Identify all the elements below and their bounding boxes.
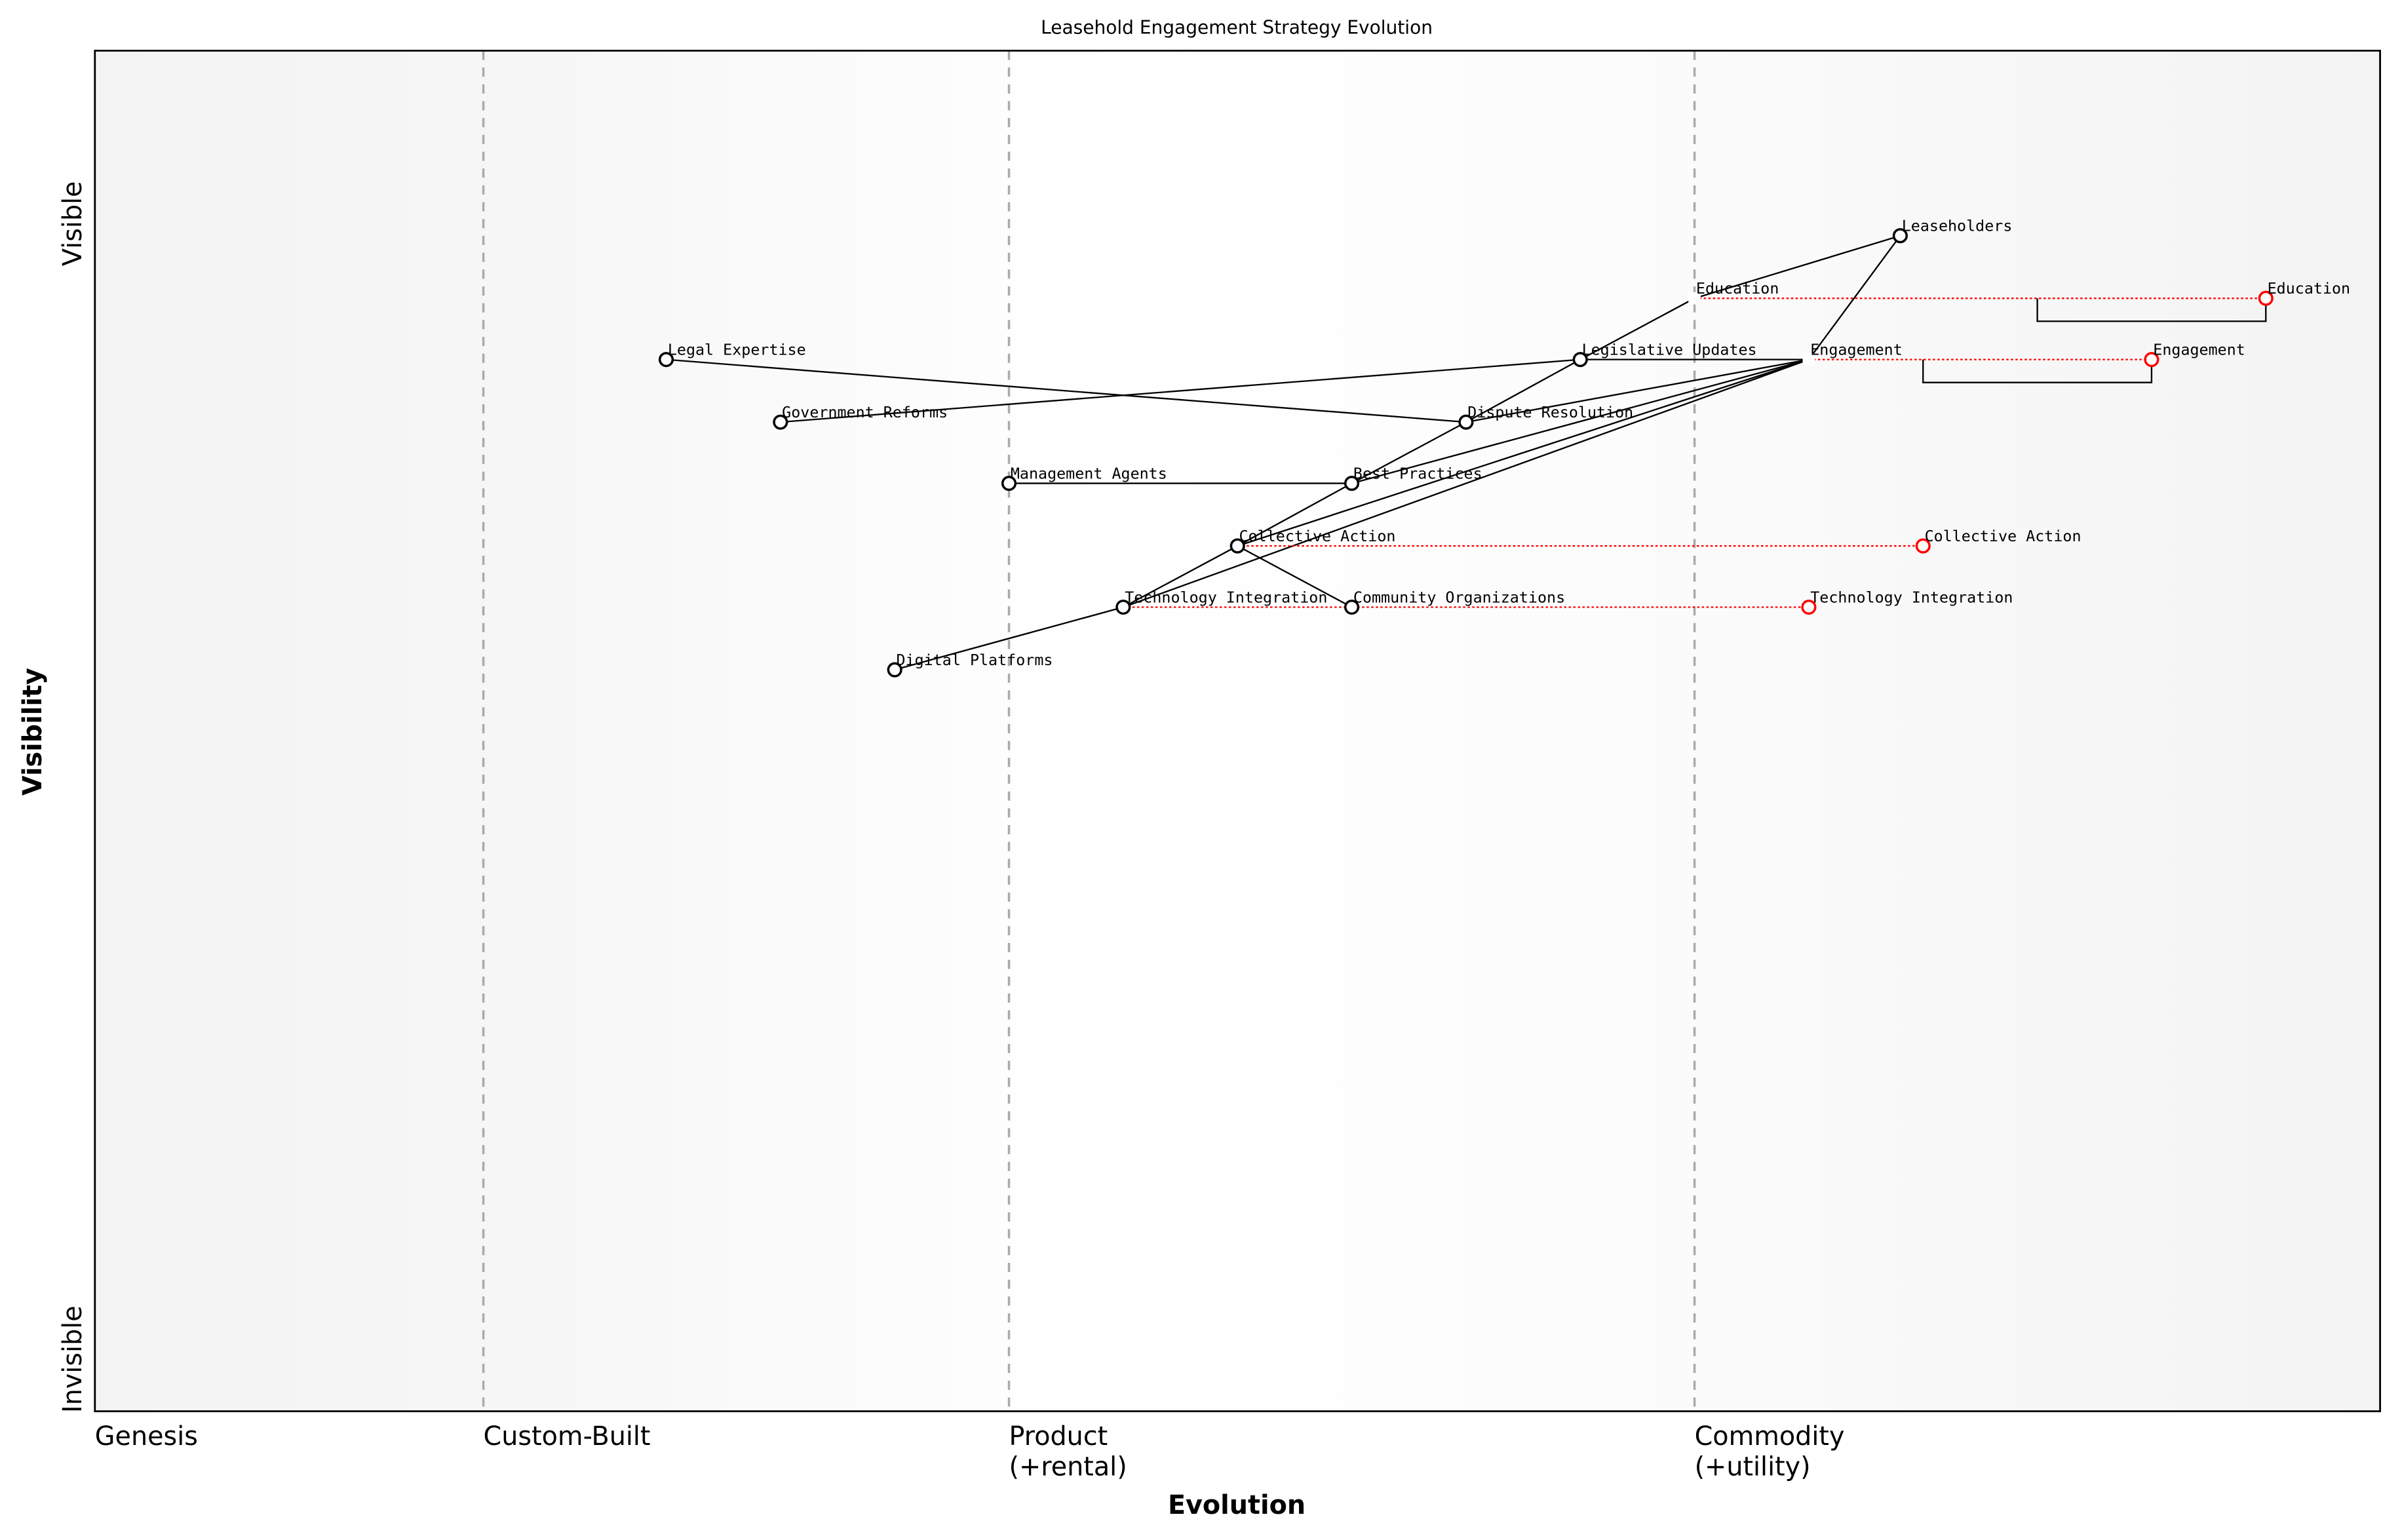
link-engagement-to-collective-action (1237, 358, 1810, 547)
component-label-dispute-resolution: Dispute Resolution (1467, 403, 1633, 421)
link-legislative-updates-to-dispute-resolution (1465, 358, 1581, 423)
component-label-engagement: Engagement (1810, 341, 1903, 359)
evolved-label-engagement: Engagement (2153, 341, 2245, 359)
component-marker-leaseholders (1892, 228, 1908, 244)
link-engagement-to-best-practices (1351, 358, 1810, 484)
component-label-digital-platforms: Digital Platforms (897, 651, 1053, 669)
component-marker-technology-integration (1115, 599, 1131, 615)
link-engagement-to-dispute-resolution (1465, 358, 1810, 423)
evolved-marker-technology-integration (1801, 599, 1817, 615)
component-marker-best-practices (1344, 476, 1360, 491)
evolved-label-collective-action: Collective Action (1925, 527, 2081, 545)
x-tick-product: Product (+rental) (1009, 1421, 1127, 1482)
link-digital-platforms-to-technology-integration (894, 606, 1124, 671)
component-label-best-practices: Best Practices (1353, 465, 1482, 483)
y-tick-invisible: Invisible (58, 1305, 88, 1413)
link-engagement-to-technology-integration (1123, 358, 1810, 608)
component-label-technology-integration: Technology Integration (1125, 588, 1327, 607)
component-label-management-agents: Management Agents (1011, 465, 1167, 483)
component-marker-dispute-resolution (1458, 414, 1474, 430)
component-marker-collective-action (1229, 538, 1245, 554)
link-leaseholders-to-engagement (1808, 235, 1901, 360)
component-label-collective-action: Collective Action (1239, 527, 1396, 545)
x-tick-commodity: Commodity (+utility) (1695, 1421, 1845, 1482)
evolved-marker-collective-action (1915, 538, 1931, 554)
component-label-legislative-updates: Legislative Updates (1582, 341, 1757, 359)
component-label-leaseholders: Leaseholders (1902, 217, 2013, 235)
component-label-education: Education (1696, 279, 1779, 298)
link-legal-expertise-to-dispute-resolution (666, 358, 1466, 423)
component-marker-education (1688, 292, 1701, 305)
component-marker-legal-expertise (658, 352, 674, 368)
x-tick-genesis: Genesis (95, 1421, 198, 1452)
link-dispute-resolution-to-best-practices (1351, 421, 1467, 484)
component-marker-community-organizations (1344, 599, 1360, 615)
component-marker-digital-platforms (887, 662, 902, 678)
evolved-marker-engagement (2144, 352, 2159, 368)
component-label-government-reforms: Government Reforms (782, 403, 948, 421)
component-marker-government-reforms (773, 414, 788, 430)
evolved-label-technology-integration: Technology Integration (1810, 588, 2013, 607)
link-government-reforms-to-legislative-updates (780, 358, 1581, 423)
link-education-to-legislative-updates (1579, 298, 1695, 360)
component-marker-management-agents (1001, 476, 1017, 491)
component-label-legal-expertise: Legal Expertise (668, 341, 806, 359)
component-marker-engagement (1802, 353, 1815, 366)
inertia-bracket-engagement (1922, 359, 2153, 383)
link-leaseholders-to-education (1694, 235, 1901, 299)
link-best-practices-to-collective-action (1237, 482, 1353, 547)
inertia-bracket-education (2036, 298, 2267, 322)
x-tick-custom-built: Custom-Built (484, 1421, 651, 1452)
y-tick-visible: Visible (58, 181, 88, 266)
x-axis-label: Evolution (1168, 1490, 1306, 1520)
component-marker-legislative-updates (1572, 352, 1588, 368)
plot-frame (94, 49, 2382, 1412)
link-collective-action-to-community-organizations (1237, 545, 1353, 608)
link-collective-action-to-technology-integration (1123, 545, 1238, 608)
y-axis-label: Visibility (18, 668, 48, 796)
evolved-marker-education (2258, 290, 2274, 306)
evolved-label-education: Education (2268, 279, 2351, 298)
component-label-community-organizations: Community Organizations (1353, 588, 1565, 607)
chart-title: Leasehold Engagement Strategy Evolution (1041, 17, 1433, 39)
plot-background (94, 50, 2380, 1412)
